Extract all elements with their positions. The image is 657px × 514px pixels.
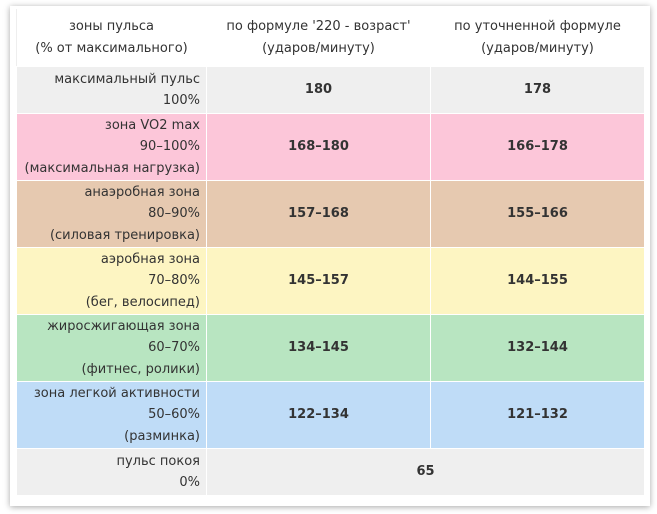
zone-label-cell: жиросжигающая зона 60–70% (фитнес, ролик…: [16, 314, 207, 382]
zone-description: (максимальная нагрузка): [24, 160, 201, 176]
value-formula-220: 145–157: [206, 247, 431, 315]
value-refined-formula: 121–132: [430, 381, 645, 449]
value-formula-220: 168–180: [206, 113, 431, 181]
zone-label-cell: зона легкой активности 50–60% (разминка): [16, 381, 207, 449]
value-formula-220: 122–134: [206, 381, 431, 449]
table-row-aerobic: аэробная зона 70–80% (бег, велосипед) 14…: [16, 247, 645, 315]
zone-label-cell: пульс покоя 0%: [16, 448, 207, 496]
zone-label-cell: зона VO2 max 90–100% (максимальная нагру…: [16, 113, 207, 181]
header-zones-title: зоны пульса: [68, 19, 155, 34]
zone-name: аэробная зона: [100, 251, 200, 267]
table-row-max-pulse: максимальный пульс 100% 180 178: [16, 66, 645, 114]
zone-percent: 60–70%: [148, 340, 200, 356]
table-row-resting-pulse: пульс покоя 0% 65: [16, 448, 645, 496]
zone-label-cell: максимальный пульс 100%: [16, 66, 207, 114]
header-refined-title: по уточненной формуле: [454, 19, 621, 34]
zone-description: (бег, велосипед): [85, 294, 200, 310]
header-refined-unit: (ударов/минуту): [481, 40, 594, 56]
header-formula-220: по формуле '220 - возраст' (ударов/минут…: [206, 8, 431, 67]
zone-percent: 80–90%: [148, 206, 200, 222]
zone-name: зона легкой активности: [33, 385, 200, 401]
table-header-row: зоны пульса (% от максимального) по форм…: [16, 8, 645, 67]
value-formula-220: 157–168: [206, 180, 431, 248]
header-refined-formula: по уточненной формуле (ударов/минуту): [430, 8, 645, 67]
table-row-fat-burning: жиросжигающая зона 60–70% (фитнес, ролик…: [16, 314, 645, 382]
zone-percent: 0%: [179, 475, 200, 490]
zone-name: пульс покоя: [116, 453, 200, 469]
zone-description: (силовая тренировка): [49, 227, 200, 243]
table-row-light-activity: зона легкой активности 50–60% (разминка)…: [16, 381, 645, 449]
zone-percent: 90–100%: [139, 139, 200, 155]
header-zones: зоны пульса (% от максимального): [16, 8, 207, 67]
table-row-anaerobic: анаэробная зона 80–90% (силовая трениров…: [16, 180, 645, 248]
zone-label-cell: аэробная зона 70–80% (бег, велосипед): [16, 247, 207, 315]
value-refined-formula: 166–178: [430, 113, 645, 181]
zone-description: (фитнес, ролики): [81, 361, 200, 377]
zone-description: (разминка): [124, 428, 200, 444]
value-resting-pulse: 65: [206, 448, 645, 496]
zone-name: анаэробная зона: [84, 184, 200, 200]
value-refined-formula: 155–166: [430, 180, 645, 248]
zone-percent: 50–60%: [148, 407, 200, 423]
zone-label-cell: анаэробная зона 80–90% (силовая трениров…: [16, 180, 207, 248]
header-formula-220-unit: (ударов/минуту): [262, 40, 375, 56]
value-formula-220: 180: [206, 66, 431, 114]
zone-name: жиросжигающая зона: [47, 318, 200, 334]
heart-rate-zones-table: зоны пульса (% от максимального) по форм…: [16, 8, 645, 496]
zone-name: максимальный пульс: [54, 71, 200, 87]
zone-name: зона VO2 max: [104, 117, 200, 133]
value-formula-220: 134–145: [206, 314, 431, 382]
value-refined-formula: 178: [430, 66, 645, 114]
value-refined-formula: 132–144: [430, 314, 645, 382]
table-row-vo2max: зона VO2 max 90–100% (максимальная нагру…: [16, 113, 645, 181]
value-refined-formula: 144–155: [430, 247, 645, 315]
header-zones-subtitle: (% от максимального): [35, 40, 188, 56]
zone-percent: 70–80%: [148, 273, 200, 289]
header-formula-220-title: по формуле '220 - возраст': [226, 19, 411, 34]
zone-percent: 100%: [162, 93, 200, 108]
